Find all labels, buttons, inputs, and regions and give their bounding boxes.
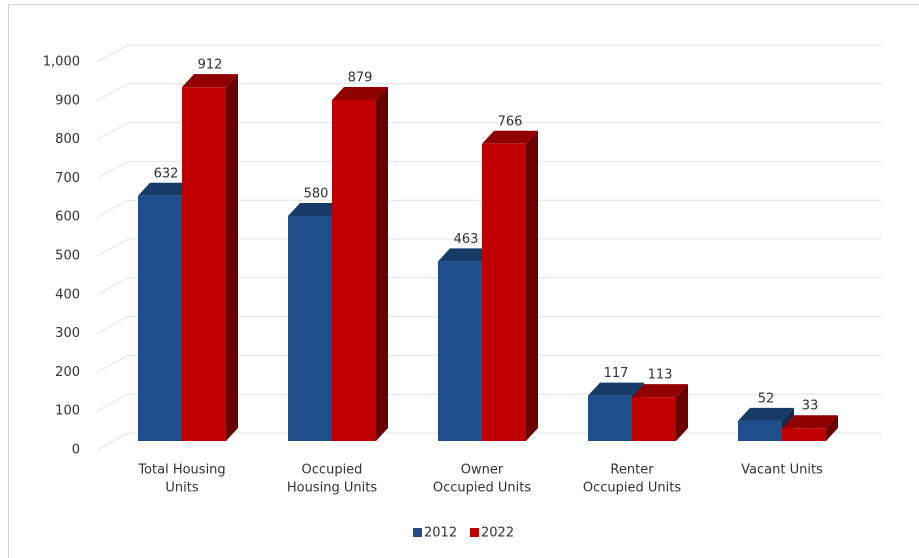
grid-line [96,160,882,179]
x-tick-label: Housing Units [287,481,377,496]
y-tick-label: 700 [55,171,80,186]
x-tick-label: Occupied Units [433,481,531,496]
bar [182,87,226,442]
bar [438,261,482,441]
x-tick-label: Owner [461,463,504,478]
x-tick-label: Total Housing [137,463,225,478]
grid-line [96,199,882,218]
y-tick-label: 800 [55,132,80,147]
legend-swatch [470,528,479,537]
bar [332,99,376,441]
bar [288,215,332,441]
bar-top [738,407,794,421]
bar-side [376,86,388,441]
bar-top [482,130,538,144]
data-label: 632 [154,166,179,181]
y-tick-label: 600 [55,210,80,225]
data-label: 912 [198,58,223,73]
bar [782,428,826,441]
y-tick-label: 500 [55,249,80,264]
legend-swatch [413,528,422,537]
bar-side [226,74,238,442]
grid-line [96,277,882,296]
data-label: 113 [648,368,673,383]
grid-line [96,238,882,257]
x-tick-label: Units [165,481,198,496]
y-tick-label: 200 [55,365,80,380]
legend-label: 2022 [481,526,514,541]
data-label: 879 [348,70,373,85]
bar [632,397,676,441]
bar-top [438,248,494,262]
data-label: 52 [758,391,775,406]
y-tick-label: 1,000 [43,55,80,70]
data-label: 117 [604,366,629,381]
bar-top [138,182,194,196]
grid-line [96,316,882,335]
y-tick-label: 400 [55,287,80,302]
legend-label: 2012 [424,526,457,541]
x-tick-label: Occupied Units [583,481,681,496]
bar-top [182,74,238,88]
x-tick-label: Renter [610,463,654,478]
y-tick-label: 300 [55,326,80,341]
bar-side [826,415,838,441]
bar-top [782,415,838,429]
bar-side [526,130,538,442]
y-tick-label: 900 [55,93,80,108]
bar [138,195,182,441]
x-tick-label: Occupied [302,463,363,478]
bar-top [632,384,688,398]
grid-line [96,44,882,63]
grid-line [96,354,882,373]
data-label: 33 [802,399,819,414]
y-tick-label: 100 [55,404,80,419]
grid-line [96,122,882,141]
bar-top [332,86,388,100]
data-label: 766 [498,114,523,129]
bar [738,420,782,441]
bar-top [288,202,344,216]
grid-line [96,83,882,102]
x-tick-label: Vacant Units [741,463,823,478]
y-tick-label: 0 [72,443,80,458]
data-label: 580 [304,186,329,201]
bar-side [676,384,688,441]
bar-top [588,382,644,396]
bar [588,395,632,441]
bar [482,143,526,442]
data-label: 463 [454,232,479,247]
